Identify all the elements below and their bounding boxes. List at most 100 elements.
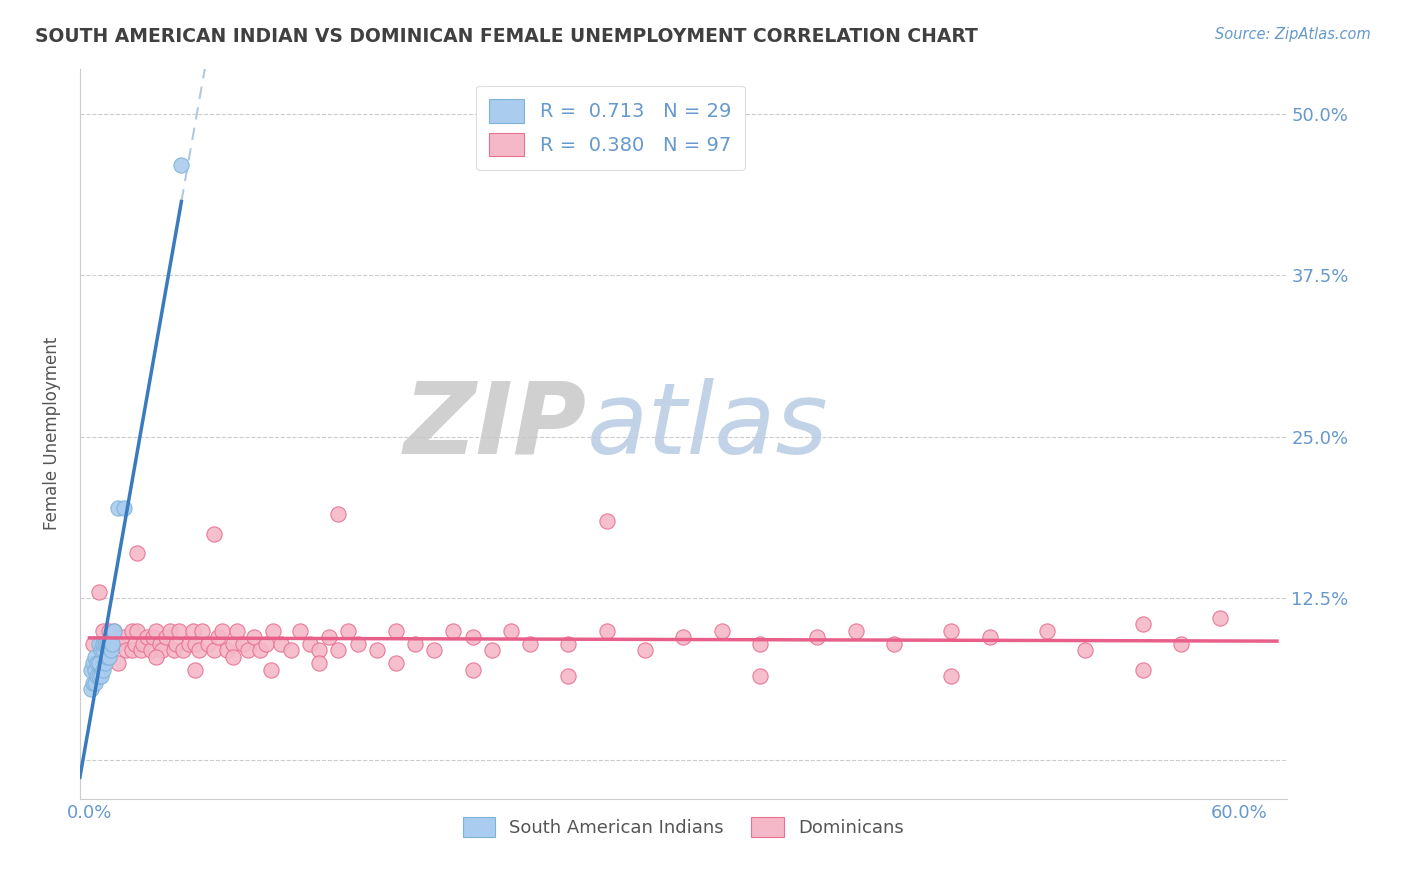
Point xyxy=(112,501,135,516)
Point xyxy=(149,637,172,651)
Point xyxy=(254,637,277,651)
Legend: South American Indians, Dominicans: South American Indians, Dominicans xyxy=(456,810,911,845)
Point xyxy=(557,637,579,651)
Point xyxy=(238,643,260,657)
Point xyxy=(481,643,503,657)
Point xyxy=(288,624,311,638)
Point xyxy=(163,643,186,657)
Point xyxy=(941,624,963,638)
Point xyxy=(262,624,284,638)
Point xyxy=(184,637,207,651)
Point xyxy=(328,508,350,522)
Point xyxy=(82,675,104,690)
Point xyxy=(979,630,1001,644)
Point xyxy=(107,637,129,651)
Point xyxy=(142,630,165,644)
Point xyxy=(87,669,110,683)
Point xyxy=(404,637,426,651)
Point xyxy=(97,649,120,664)
Point xyxy=(91,643,114,657)
Point xyxy=(169,624,191,638)
Point xyxy=(366,643,388,657)
Point xyxy=(346,637,368,651)
Point xyxy=(82,656,104,670)
Point xyxy=(1170,637,1192,651)
Point xyxy=(748,637,770,651)
Point xyxy=(97,637,120,651)
Point xyxy=(107,656,129,670)
Point xyxy=(1074,643,1097,657)
Point xyxy=(385,656,408,670)
Point xyxy=(461,630,484,644)
Point xyxy=(385,624,408,638)
Point xyxy=(423,643,446,657)
Point xyxy=(145,649,167,664)
Point xyxy=(135,630,157,644)
Point xyxy=(97,624,120,638)
Point xyxy=(101,637,124,651)
Point xyxy=(97,649,120,664)
Point xyxy=(519,637,541,651)
Point xyxy=(87,656,110,670)
Point xyxy=(710,624,733,638)
Point xyxy=(155,630,177,644)
Point xyxy=(308,643,330,657)
Point xyxy=(94,656,117,670)
Point xyxy=(90,643,112,657)
Point xyxy=(202,526,225,541)
Point xyxy=(806,630,828,644)
Point xyxy=(124,637,146,651)
Point xyxy=(1208,611,1230,625)
Point xyxy=(80,663,103,677)
Point xyxy=(1036,624,1059,638)
Point xyxy=(132,637,155,651)
Point xyxy=(207,630,229,644)
Text: Source: ZipAtlas.com: Source: ZipAtlas.com xyxy=(1215,27,1371,42)
Point xyxy=(187,643,209,657)
Point xyxy=(115,643,138,657)
Point xyxy=(748,669,770,683)
Point xyxy=(217,643,239,657)
Text: ZIP: ZIP xyxy=(404,378,586,475)
Point xyxy=(107,501,129,516)
Point xyxy=(96,637,118,651)
Point xyxy=(557,669,579,683)
Point xyxy=(260,663,283,677)
Point xyxy=(101,637,124,651)
Text: atlas: atlas xyxy=(586,378,828,475)
Point xyxy=(94,637,117,651)
Point xyxy=(184,663,207,677)
Point xyxy=(298,637,321,651)
Point xyxy=(280,643,302,657)
Point xyxy=(82,637,104,651)
Point xyxy=(318,630,340,644)
Point xyxy=(139,643,162,657)
Point xyxy=(127,546,149,560)
Y-axis label: Female Unemployment: Female Unemployment xyxy=(44,337,60,531)
Point xyxy=(145,624,167,638)
Point xyxy=(634,643,657,657)
Point xyxy=(84,649,107,664)
Point xyxy=(270,637,292,651)
Point xyxy=(672,630,695,644)
Point xyxy=(111,630,134,644)
Point xyxy=(91,624,114,638)
Point xyxy=(177,637,200,651)
Point xyxy=(91,637,114,651)
Point xyxy=(232,637,254,651)
Point xyxy=(121,643,143,657)
Point xyxy=(86,656,108,670)
Point xyxy=(243,630,266,644)
Point xyxy=(80,681,103,696)
Point xyxy=(87,585,110,599)
Point xyxy=(127,624,149,638)
Point xyxy=(461,663,484,677)
Point xyxy=(226,624,249,638)
Point xyxy=(129,643,152,657)
Point xyxy=(159,624,181,638)
Point xyxy=(96,649,118,664)
Point xyxy=(211,624,233,638)
Point xyxy=(90,669,112,683)
Text: SOUTH AMERICAN INDIAN VS DOMINICAN FEMALE UNEMPLOYMENT CORRELATION CHART: SOUTH AMERICAN INDIAN VS DOMINICAN FEMAL… xyxy=(35,27,979,45)
Point xyxy=(328,643,350,657)
